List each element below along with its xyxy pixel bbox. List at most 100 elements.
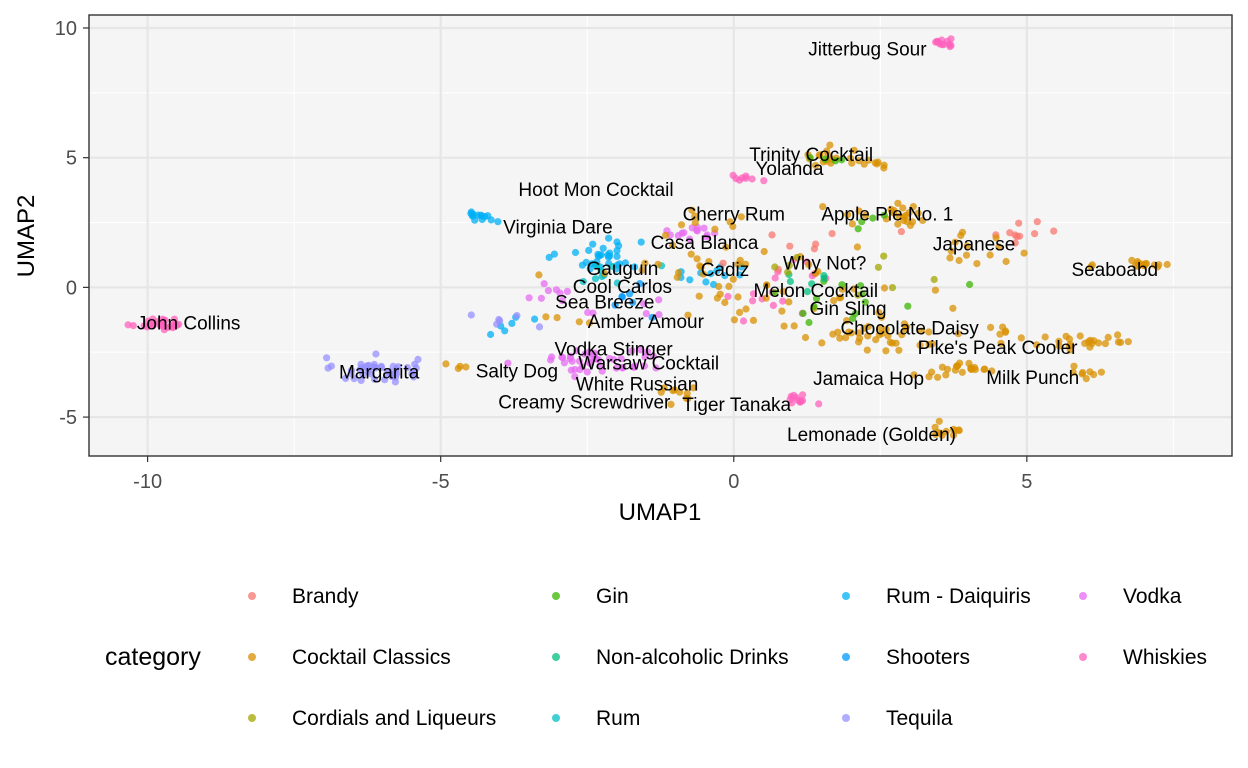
data-point — [535, 323, 544, 331]
data-point — [699, 270, 708, 278]
data-point — [1066, 346, 1074, 354]
plot-panel — [89, 15, 1232, 456]
data-point — [674, 232, 682, 240]
data-point — [542, 313, 550, 321]
data-point — [965, 359, 973, 367]
data-point — [785, 298, 793, 306]
data-point — [605, 234, 613, 242]
data-point — [1087, 263, 1095, 271]
data-point — [735, 176, 744, 184]
data-point — [615, 242, 623, 250]
data-point — [347, 370, 355, 378]
data-point — [442, 360, 450, 368]
y-axis-title: UMAP2 — [13, 195, 40, 278]
data-point — [410, 373, 418, 381]
data-point — [686, 235, 694, 243]
data-point — [848, 220, 857, 228]
data-point — [806, 154, 814, 162]
data-point — [1020, 249, 1028, 257]
data-point — [571, 248, 580, 257]
data-point — [955, 256, 963, 265]
data-point — [729, 171, 737, 179]
data-point — [749, 290, 758, 298]
data-point — [815, 400, 823, 408]
data-point — [971, 366, 979, 374]
data-point — [414, 355, 422, 363]
data-point — [716, 290, 724, 298]
data-point — [855, 338, 863, 346]
data-point — [858, 218, 866, 226]
data-point — [553, 314, 561, 322]
data-point — [648, 313, 656, 322]
data-point — [928, 368, 936, 376]
data-point — [157, 319, 165, 327]
data-point — [952, 426, 960, 435]
data-point — [892, 339, 900, 347]
data-point — [1076, 332, 1084, 340]
data-point — [779, 287, 787, 296]
data-point — [844, 211, 852, 219]
data-point — [601, 269, 609, 278]
data-point — [606, 354, 614, 363]
data-point — [793, 253, 801, 262]
data-point — [850, 285, 858, 293]
data-point — [749, 316, 758, 324]
data-point — [734, 260, 742, 268]
data-point — [571, 373, 579, 381]
data-point — [790, 322, 798, 330]
data-point — [864, 332, 872, 340]
data-point — [831, 157, 840, 165]
data-point — [819, 203, 827, 211]
data-point — [1055, 342, 1063, 350]
data-point — [785, 261, 793, 269]
data-point — [617, 355, 625, 363]
legend-label: Whiskies — [1123, 646, 1207, 669]
data-point — [862, 211, 870, 219]
data-point — [684, 395, 692, 403]
data-point — [987, 323, 995, 331]
data-point — [855, 207, 863, 215]
data-point — [1050, 227, 1058, 235]
y-axis-ticks: -5 0 5 10 — [55, 18, 89, 429]
point-label: Jitterbug Sour — [808, 40, 927, 61]
legend-title: category — [105, 643, 201, 671]
data-point — [729, 275, 737, 283]
data-point — [769, 301, 778, 309]
data-point — [1150, 261, 1158, 269]
data-point — [579, 278, 587, 286]
data-point — [934, 373, 942, 381]
point-label: Vodka Stinger — [554, 339, 673, 360]
legend-entry: Whiskies — [1079, 646, 1207, 669]
data-point — [501, 327, 509, 335]
data-point — [884, 332, 892, 340]
data-point — [768, 231, 776, 239]
data-point — [805, 261, 813, 269]
data-point — [856, 282, 865, 290]
data-point — [487, 216, 495, 224]
data-point — [936, 40, 944, 48]
data-point — [575, 357, 584, 365]
data-point — [1001, 327, 1010, 335]
data-point — [558, 353, 566, 361]
data-point — [1163, 260, 1171, 269]
data-point — [1104, 333, 1112, 341]
data-point — [935, 417, 943, 425]
data-point — [611, 301, 619, 309]
data-point — [695, 292, 703, 300]
point-label: Milk Punch — [986, 368, 1079, 389]
data-point — [544, 287, 553, 295]
data-point — [849, 314, 857, 322]
data-point — [837, 293, 845, 302]
legend-entry: Cordials and Liqueurs — [248, 707, 496, 730]
data-point — [689, 384, 697, 392]
data-point — [1070, 362, 1078, 370]
data-point — [919, 216, 927, 224]
data-point — [477, 212, 485, 220]
data-point — [855, 157, 863, 165]
data-point — [654, 260, 662, 268]
legend-entry: Gin — [552, 585, 629, 608]
data-point — [890, 209, 898, 217]
data-point — [880, 164, 888, 172]
data-point — [467, 311, 475, 319]
data-point — [860, 324, 868, 332]
